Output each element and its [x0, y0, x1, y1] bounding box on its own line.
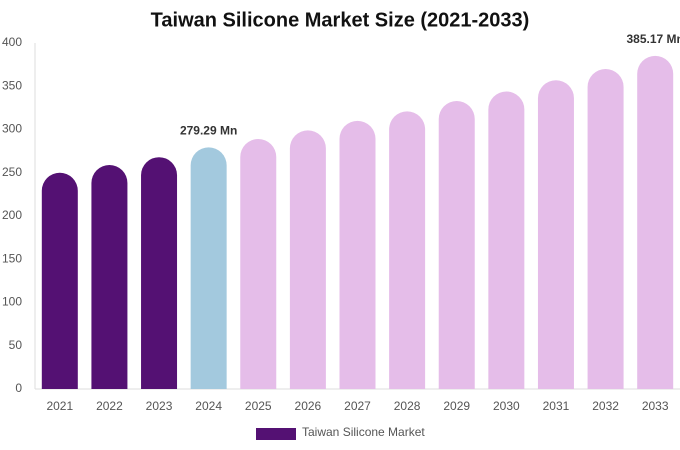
legend-swatch [256, 428, 296, 440]
x-tick-label: 2023 [146, 399, 173, 413]
bar [339, 120, 376, 389]
bar [240, 139, 277, 389]
y-tick-label: 350 [2, 78, 22, 92]
y-tick-label: 0 [15, 381, 22, 395]
bar [91, 164, 128, 389]
x-tick-label: 2031 [543, 399, 570, 413]
x-tick-label: 2022 [96, 399, 123, 413]
bar [537, 80, 574, 389]
bar [389, 111, 426, 389]
bar [488, 91, 525, 389]
bar [637, 55, 674, 390]
y-tick-label: 100 [2, 295, 22, 309]
x-tick-label: 2029 [443, 399, 470, 413]
bar [289, 130, 326, 390]
x-tick-label: 2024 [195, 399, 222, 413]
bar [438, 100, 475, 389]
value-label: 279.29 Mn [180, 124, 237, 138]
chart-title: Taiwan Silicone Market Size (2021-2033) [151, 9, 530, 31]
x-tick-label: 2025 [245, 399, 272, 413]
y-tick-label: 150 [2, 251, 22, 265]
x-tick-label: 2026 [295, 399, 322, 413]
bar [141, 157, 178, 389]
legend-label: Taiwan Silicone Market [302, 425, 425, 439]
x-tick-label: 2021 [46, 399, 73, 413]
x-tick-label: 2030 [493, 399, 520, 413]
value-label: 385.17 Mn [627, 32, 680, 46]
y-tick-label: 300 [2, 122, 22, 136]
x-tick-label: 2028 [394, 399, 421, 413]
x-tick-label: 2032 [592, 399, 619, 413]
y-tick-label: 200 [2, 208, 22, 222]
y-tick-label: 50 [9, 338, 23, 352]
y-tick-label: 400 [2, 35, 22, 49]
y-tick-label: 250 [2, 165, 22, 179]
x-tick-label: 2027 [344, 399, 371, 413]
bar [587, 68, 624, 389]
bar [190, 147, 227, 389]
bar [41, 172, 78, 389]
x-tick-label: 2033 [642, 399, 669, 413]
